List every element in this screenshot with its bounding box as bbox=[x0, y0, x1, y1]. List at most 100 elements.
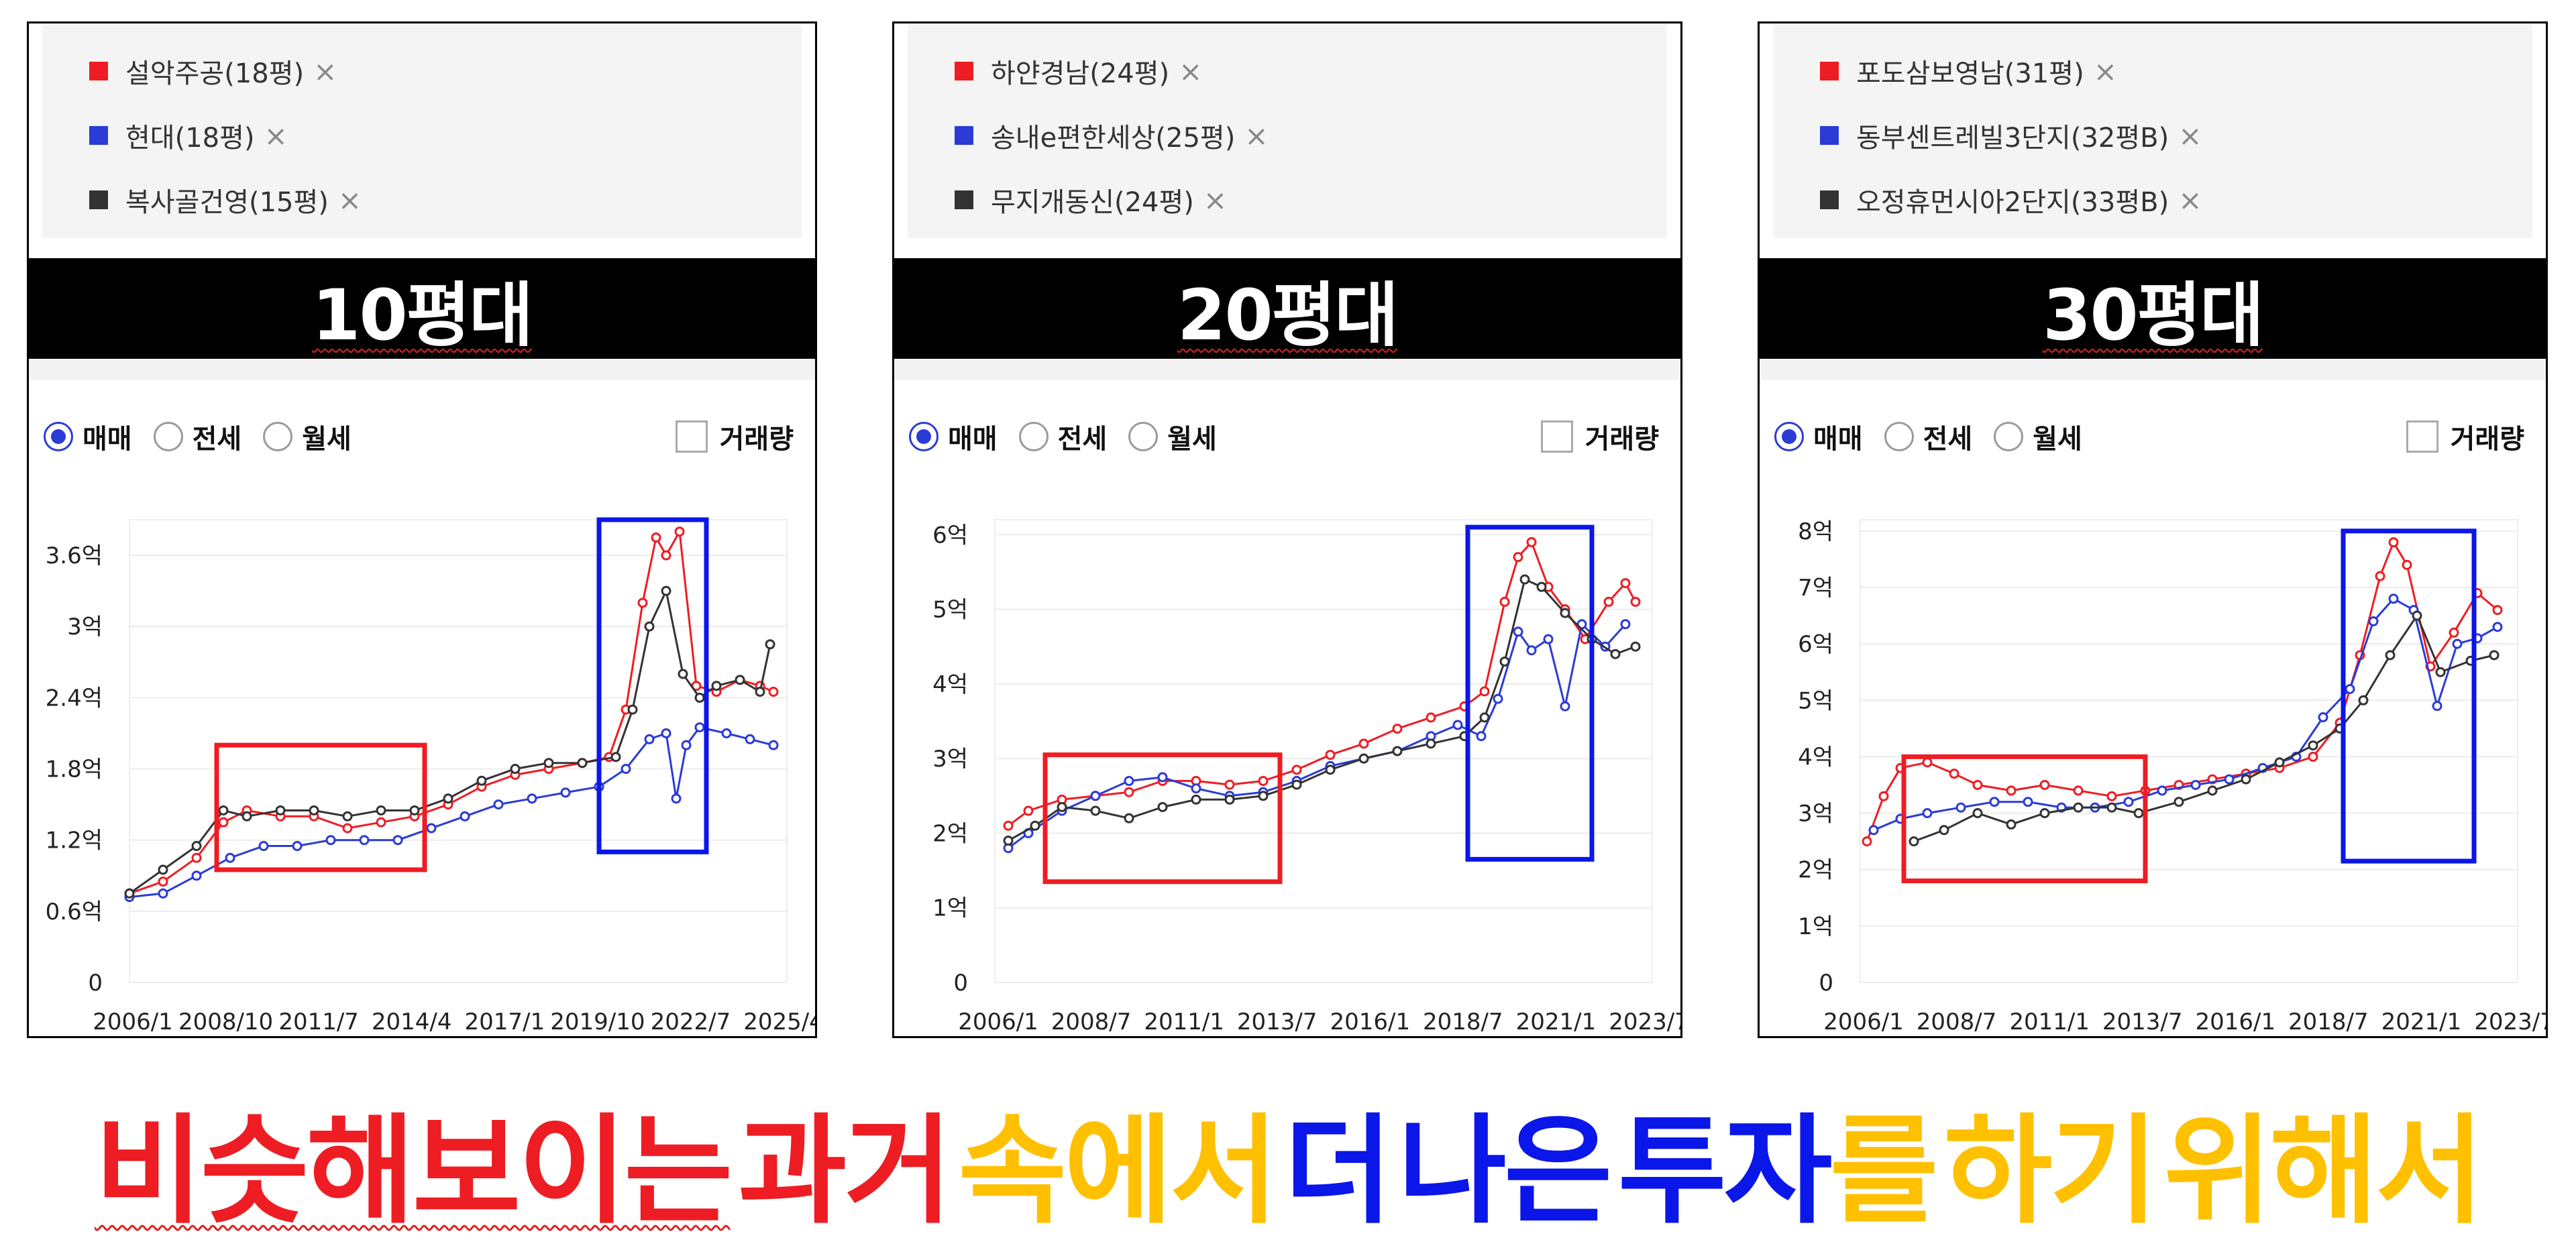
y-tick-label: 0.6억 bbox=[46, 899, 103, 925]
x-tick-label: 2016/1 bbox=[1330, 1009, 1410, 1035]
panel-title: 20평대 bbox=[1177, 274, 1399, 356]
y-tick-label: 5억 bbox=[1798, 687, 1833, 714]
data-point bbox=[2375, 571, 2385, 581]
y-tick-label: 8억 bbox=[1798, 518, 1833, 545]
data-point bbox=[1499, 656, 1510, 667]
close-icon[interactable]: × bbox=[1179, 54, 1203, 88]
legend-label: 하얀경남(24평) bbox=[991, 58, 1170, 89]
price-chart: 0 1억 2억 3억 4억 5억 6억 2006/1 2008/7 2011/1 2013/7 201… bbox=[932, 519, 1680, 1035]
data-point bbox=[1003, 820, 1014, 831]
data-point bbox=[493, 799, 504, 810]
divider-strip bbox=[1760, 359, 2546, 380]
close-icon[interactable]: × bbox=[2093, 54, 2117, 88]
data-point bbox=[2174, 797, 2184, 807]
data-point bbox=[1325, 764, 1336, 775]
radio-monthly[interactable]: 월세 bbox=[263, 417, 352, 456]
series-line bbox=[1008, 578, 1636, 842]
data-point bbox=[1543, 634, 1554, 644]
radio-unchecked-icon bbox=[1994, 422, 2024, 451]
close-icon[interactable]: × bbox=[1203, 183, 1228, 217]
data-point bbox=[694, 722, 705, 733]
x-tick-label: 2021/1 bbox=[2381, 1009, 2462, 1035]
plot-area bbox=[994, 519, 1653, 983]
radio-monthly[interactable]: 월세 bbox=[1994, 417, 2082, 456]
data-point bbox=[2449, 627, 2459, 638]
data-point bbox=[621, 764, 631, 775]
data-point bbox=[2432, 701, 2443, 712]
x-tick-label: 2018/7 bbox=[2288, 1009, 2369, 1035]
radio-jeonse[interactable]: 전세 bbox=[1018, 417, 1107, 456]
plot-area bbox=[129, 519, 788, 983]
data-point bbox=[2123, 797, 2134, 807]
volume-checkbox[interactable]: 거래량 bbox=[675, 416, 794, 457]
x-tick-label: 2018/7 bbox=[1423, 1009, 1503, 1035]
plot-area bbox=[1860, 519, 2518, 983]
legend-item[interactable]: 무지개동신(24평) × bbox=[955, 176, 1227, 223]
radio-label: 월세 bbox=[2033, 424, 2082, 455]
data-point bbox=[158, 888, 168, 899]
y-tick-label: 1억 bbox=[1798, 913, 1833, 940]
radio-sale[interactable]: 매매 bbox=[909, 417, 998, 456]
data-point bbox=[2207, 785, 2218, 796]
data-point bbox=[1939, 825, 1949, 836]
data-point bbox=[2308, 751, 2318, 762]
data-point bbox=[1191, 783, 1201, 794]
radio-jeonse[interactable]: 전세 bbox=[153, 417, 241, 456]
series-line bbox=[129, 530, 774, 895]
legend-item[interactable]: 동부센트레빌3단지(32평B) × bbox=[1820, 112, 2202, 159]
data-point bbox=[1325, 750, 1336, 760]
close-icon[interactable]: × bbox=[337, 183, 362, 217]
data-point bbox=[1620, 619, 1631, 630]
radio-monthly[interactable]: 월세 bbox=[1128, 417, 1217, 456]
data-point bbox=[2492, 622, 2503, 632]
series-line bbox=[1008, 623, 1627, 849]
trade-type-radio-group: 매매 전세 월세 bbox=[44, 416, 373, 457]
data-point bbox=[1124, 813, 1134, 824]
x-tick-label: 2016/1 bbox=[2195, 1009, 2275, 1035]
data-point bbox=[678, 669, 688, 679]
slogan-word: 하기 bbox=[1943, 1102, 2159, 1240]
x-tick-label: 2013/7 bbox=[1237, 1009, 1318, 1035]
trade-type-radio-group: 매매 전세 월세 bbox=[1774, 416, 2104, 457]
radio-sale[interactable]: 매매 bbox=[44, 417, 132, 456]
price-chart: 0 1억 2억 3억 4억 5억 6억 7억 8억 2006/1 2008/7 2011/1 2013/… bbox=[1798, 518, 2546, 1035]
radio-label: 월세 bbox=[1167, 424, 1217, 455]
data-point bbox=[1358, 753, 1369, 764]
close-icon[interactable]: × bbox=[264, 119, 288, 152]
data-point bbox=[644, 621, 655, 632]
legend-item[interactable]: 오정휴먼시아2단지(33평B) × bbox=[1820, 176, 2202, 223]
data-point bbox=[768, 687, 779, 697]
close-icon[interactable]: × bbox=[1244, 119, 1269, 152]
legend-item[interactable]: 송내e편한세상(25평) × bbox=[955, 112, 1269, 159]
data-point bbox=[745, 734, 755, 744]
legend-box: 설악주공(18평) × 현대(18평) × 복사골건영(15평) × bbox=[42, 23, 802, 238]
volume-checkbox[interactable]: 거래량 bbox=[2406, 416, 2524, 457]
legend-item[interactable]: 하얀경남(24평) × bbox=[955, 48, 1202, 95]
volume-checkbox[interactable]: 거래량 bbox=[1540, 416, 1659, 457]
x-tick-label: 2017/1 bbox=[464, 1009, 545, 1035]
data-point bbox=[1536, 581, 1547, 592]
data-point bbox=[1513, 626, 1523, 637]
price-chart: 0 0.6억 1.2억 1.8억 2.4억 3억 3.6억 2006/1 2008/10 2011… bbox=[46, 517, 815, 1035]
data-point bbox=[637, 598, 648, 608]
close-icon[interactable]: × bbox=[313, 54, 337, 88]
legend-swatch-blue bbox=[89, 126, 108, 145]
data-point bbox=[1003, 836, 1014, 846]
legend-item[interactable]: 포도삼보영남(31평) × bbox=[1820, 48, 2117, 95]
close-icon[interactable]: × bbox=[2178, 119, 2202, 152]
legend-item[interactable]: 복사골건영(15평) × bbox=[89, 176, 362, 223]
legend-label: 동부센트레빌3단지(32평B) bbox=[1856, 123, 2169, 154]
radio-jeonse[interactable]: 전세 bbox=[1884, 417, 1972, 456]
data-point bbox=[1972, 779, 1983, 790]
close-icon[interactable]: × bbox=[2178, 183, 2202, 217]
data-point bbox=[2318, 712, 2328, 723]
y-tick-label: 0 bbox=[1819, 970, 1833, 997]
data-point bbox=[2274, 757, 2285, 768]
data-point bbox=[1090, 805, 1101, 816]
legend-item[interactable]: 설악주공(18평) × bbox=[89, 48, 337, 95]
highlight-box bbox=[596, 517, 709, 854]
data-point bbox=[225, 852, 235, 863]
series-line bbox=[129, 589, 771, 895]
radio-sale[interactable]: 매매 bbox=[1774, 417, 1863, 456]
legend-item[interactable]: 현대(18평) × bbox=[89, 112, 288, 159]
